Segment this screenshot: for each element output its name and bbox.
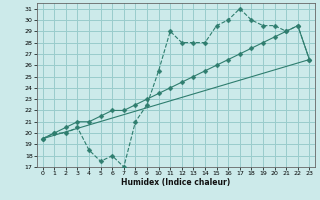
X-axis label: Humidex (Indice chaleur): Humidex (Indice chaleur) (121, 178, 231, 187)
